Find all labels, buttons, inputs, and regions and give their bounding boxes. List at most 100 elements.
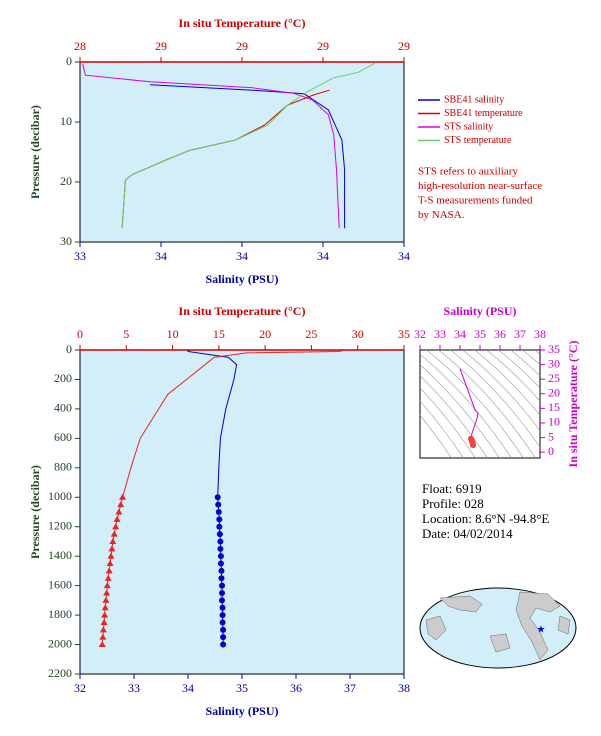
triangle-marker xyxy=(104,574,112,581)
x-tick-label: 28 xyxy=(74,39,86,53)
x-tick-label: 5 xyxy=(123,327,129,341)
x-tick-label: 29 xyxy=(398,39,410,53)
series-line xyxy=(150,84,346,229)
float-info: Date: 04/02/2014 xyxy=(422,526,513,541)
y-axis-title: In situ Temperature (°C) xyxy=(566,341,580,468)
float-location-star: ★ xyxy=(537,624,546,635)
triangle-marker xyxy=(110,530,118,537)
y-tick-label: 5 xyxy=(548,429,554,443)
triangle-marker xyxy=(103,589,111,596)
circle-marker xyxy=(216,523,223,530)
legend-label: SBE41 temperature xyxy=(444,108,523,119)
y-tick-label: 20 xyxy=(548,386,560,400)
density-contour xyxy=(420,375,488,458)
annotation: T-S measurements funded xyxy=(418,195,533,207)
density-contour xyxy=(509,350,540,377)
world-map: ★ xyxy=(419,587,577,669)
map-land xyxy=(425,615,447,641)
float-info: Location: 8.6°N -94.8°E xyxy=(422,511,549,526)
circle-marker xyxy=(215,501,222,508)
series-line xyxy=(121,62,376,229)
x-tick-label: 32 xyxy=(74,681,86,695)
triangle-marker xyxy=(107,552,115,559)
density-contour xyxy=(420,414,452,458)
density-contour xyxy=(420,400,464,458)
x-tick-label: 29 xyxy=(155,39,167,53)
circle-marker xyxy=(220,626,227,633)
y-tick-label: 0 xyxy=(66,54,72,68)
y-tick-label: 15 xyxy=(548,400,560,414)
circle-marker xyxy=(216,516,223,523)
x-tick-label: 37 xyxy=(514,327,526,341)
x-tick-label: 33 xyxy=(434,327,446,341)
x-tick-label: 32 xyxy=(414,327,426,341)
triangle-marker xyxy=(113,515,121,522)
series-line xyxy=(122,349,345,498)
x-axis-title: Salinity (PSU) xyxy=(205,704,278,718)
x-tick-label: 34 xyxy=(454,327,466,341)
x-tick-label: 34 xyxy=(236,249,248,263)
y-tick-label: 0 xyxy=(66,342,72,356)
circle-marker xyxy=(217,553,224,560)
x-tick-label: 34 xyxy=(398,249,410,263)
circle-marker xyxy=(219,604,226,611)
x-tick-label: 35 xyxy=(398,327,410,341)
y-tick-label: 35 xyxy=(548,342,560,356)
plot-background xyxy=(79,61,405,243)
circle-marker xyxy=(214,494,221,501)
map-land xyxy=(515,591,561,661)
x-tick-label: 20 xyxy=(259,327,271,341)
density-contour xyxy=(461,350,540,432)
x-tick-label: 33 xyxy=(128,681,140,695)
y-tick-label: 30 xyxy=(60,234,72,248)
density-contours xyxy=(420,350,540,458)
y-tick-label: 20 xyxy=(60,174,72,188)
legend-label: SBE41 salinity xyxy=(444,94,504,105)
x-tick-label: 34 xyxy=(317,249,329,263)
series-line xyxy=(82,63,340,229)
circle-marker xyxy=(217,538,224,545)
triangle-marker xyxy=(108,545,116,552)
triangle-marker xyxy=(109,537,117,544)
x-tick-label: 35 xyxy=(474,327,486,341)
x-tick-label: 29 xyxy=(236,39,248,53)
triangle-marker xyxy=(98,641,106,648)
y-tick-label: 25 xyxy=(548,371,560,385)
x-tick-label: 36 xyxy=(494,327,506,341)
x-tick-label: 33 xyxy=(74,249,86,263)
triangle-marker xyxy=(117,501,125,508)
x-tick-label: 38 xyxy=(398,681,410,695)
y-tick-label: 200 xyxy=(54,371,72,385)
x-axis-title: Salinity (PSU) xyxy=(205,272,278,286)
chart: 33 34 34 34 34 Salinity (PSU) 28 29 29 29 29 In sit… xyxy=(28,16,542,286)
density-contour xyxy=(420,387,476,458)
y-tick-label: 600 xyxy=(54,430,72,444)
triangle-marker xyxy=(101,611,109,618)
x-tick-label: 35 xyxy=(236,681,248,695)
y-tick-label: 2200 xyxy=(48,666,72,680)
y-tick-label: 1400 xyxy=(48,548,72,562)
circle-marker xyxy=(218,575,225,582)
triangle-marker xyxy=(99,626,107,633)
x-tick-label: 37 xyxy=(344,681,356,695)
y-tick-label: 1000 xyxy=(48,489,72,503)
x-tick-label: 36 xyxy=(290,681,302,695)
triangle-marker xyxy=(101,604,109,611)
x-tick-label: 29 xyxy=(317,39,329,53)
circle-marker xyxy=(219,612,226,619)
density-contour xyxy=(420,364,500,458)
circle-marker xyxy=(215,509,222,515)
y-axis-title: Pressure (decibar) xyxy=(28,465,42,559)
y-tick-label: 400 xyxy=(54,401,72,415)
density-contour xyxy=(449,350,540,448)
annotation: by NASA. xyxy=(418,209,465,221)
x-axis-title: In situ Temperature (°C) xyxy=(179,16,306,30)
legend-label: STS temperature xyxy=(444,135,512,146)
legend-label: STS salinity xyxy=(444,121,493,132)
circle-marker xyxy=(217,560,224,567)
y-tick-label: 1800 xyxy=(48,607,72,621)
y-tick-label: 10 xyxy=(548,415,560,429)
density-contour xyxy=(437,350,536,458)
